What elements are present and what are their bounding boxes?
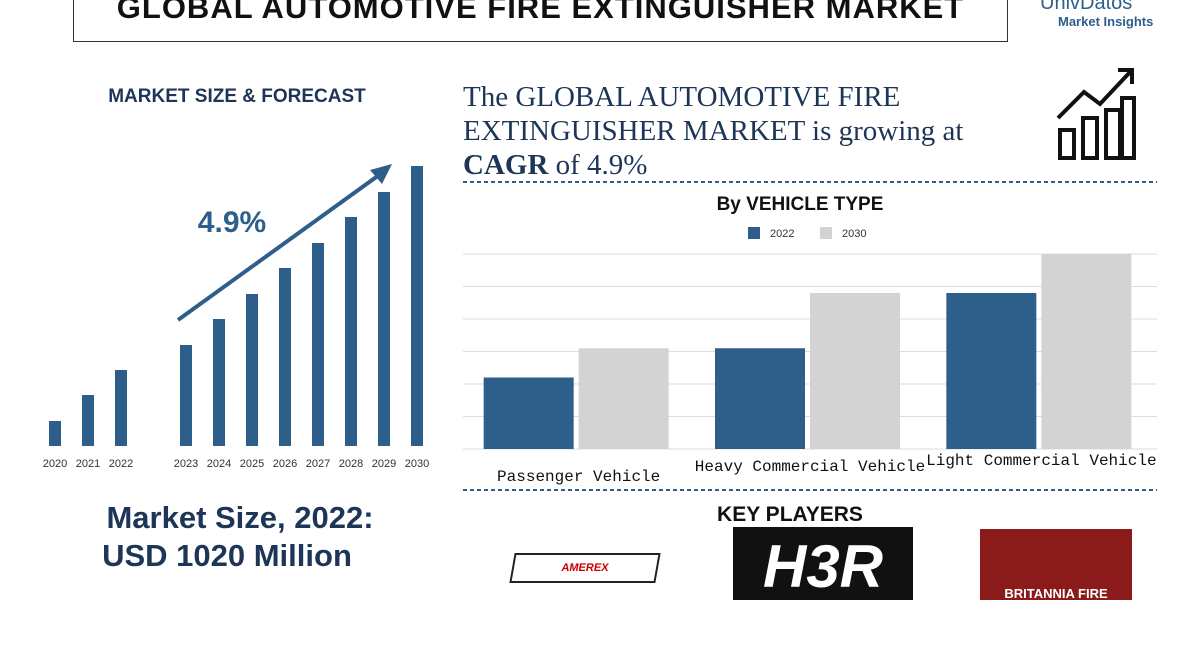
x-tick-label: 2027 bbox=[306, 458, 330, 470]
bar bbox=[411, 166, 423, 446]
x-tick-label: 2021 bbox=[76, 458, 100, 470]
bar bbox=[246, 294, 258, 446]
legend-label: 2022 bbox=[770, 228, 794, 240]
bar bbox=[1041, 254, 1132, 449]
bar bbox=[345, 217, 357, 446]
arrow-head bbox=[370, 164, 392, 184]
chart-title: MARKET SIZE & FORECAST bbox=[108, 86, 366, 107]
x-tick-label: Light Commercial Vehicle bbox=[926, 452, 1157, 470]
header-box bbox=[73, 0, 1008, 42]
growth-icon bbox=[1056, 68, 1136, 160]
bar bbox=[946, 293, 1037, 449]
bar bbox=[115, 370, 127, 446]
x-tick-label: 2022 bbox=[109, 458, 133, 470]
logo-tagline: Market Insights bbox=[1058, 14, 1154, 29]
x-tick-label: 2030 bbox=[405, 458, 429, 470]
cagr-value: of 4.9% bbox=[555, 149, 648, 181]
bar bbox=[180, 345, 192, 446]
legend-swatch bbox=[820, 227, 832, 239]
player-logo: H3R bbox=[733, 527, 913, 600]
x-tick-label: 2026 bbox=[273, 458, 297, 470]
header-title: GLOBAL AUTOMOTIVE FIRE EXTINGUISHER MARK… bbox=[116, 0, 965, 25]
bar bbox=[715, 348, 805, 449]
bar bbox=[82, 395, 94, 446]
cagr-statement: The GLOBAL AUTOMOTIVE FIRE EXTINGUISHER … bbox=[463, 80, 1043, 182]
x-tick-label: 2024 bbox=[207, 458, 231, 470]
x-tick-label: 2029 bbox=[372, 458, 396, 470]
x-tick-label: 2020 bbox=[43, 458, 67, 470]
trend-arrow bbox=[176, 168, 388, 322]
bar bbox=[279, 268, 291, 446]
bar bbox=[312, 243, 324, 446]
legend-label: 2030 bbox=[842, 228, 866, 240]
logo: UnivDatos bbox=[1040, 0, 1133, 14]
page: GLOBAL AUTOMOTIVE FIRE EXTINGUISHER MARK… bbox=[42, 0, 1157, 601]
x-tick-label: 2028 bbox=[339, 458, 363, 470]
key-players-title: KEY PLAYERS bbox=[717, 503, 863, 526]
legend-swatch bbox=[748, 227, 760, 239]
bar bbox=[483, 377, 574, 449]
market-size-label: Market Size, 2022: bbox=[106, 500, 374, 535]
annotation: 4.9% bbox=[198, 206, 266, 239]
bar bbox=[378, 192, 390, 446]
x-tick-label: Heavy Commercial Vehicle bbox=[694, 458, 926, 476]
cagr-label: CAGR bbox=[463, 149, 549, 181]
bar bbox=[810, 293, 900, 449]
market-size-value: USD 1020 Million bbox=[102, 538, 352, 573]
cagr-text: The GLOBAL AUTOMOTIVE FIRE EXTINGUISHER … bbox=[463, 81, 964, 147]
x-tick-label: Passenger Vehicle bbox=[497, 468, 661, 486]
bar bbox=[213, 319, 225, 446]
chart-title: By VEHICLE TYPE bbox=[717, 194, 884, 215]
player-logo: BRITANNIA FIRE bbox=[980, 529, 1132, 601]
bar bbox=[578, 348, 669, 449]
x-tick-label: 2023 bbox=[174, 458, 198, 470]
chart-canvas: MARKET SIZE & FORECAST 2020 2021 2022 2023 20… bbox=[43, 68, 1157, 491]
bar bbox=[49, 421, 61, 446]
x-tick-label: 2025 bbox=[240, 458, 264, 470]
